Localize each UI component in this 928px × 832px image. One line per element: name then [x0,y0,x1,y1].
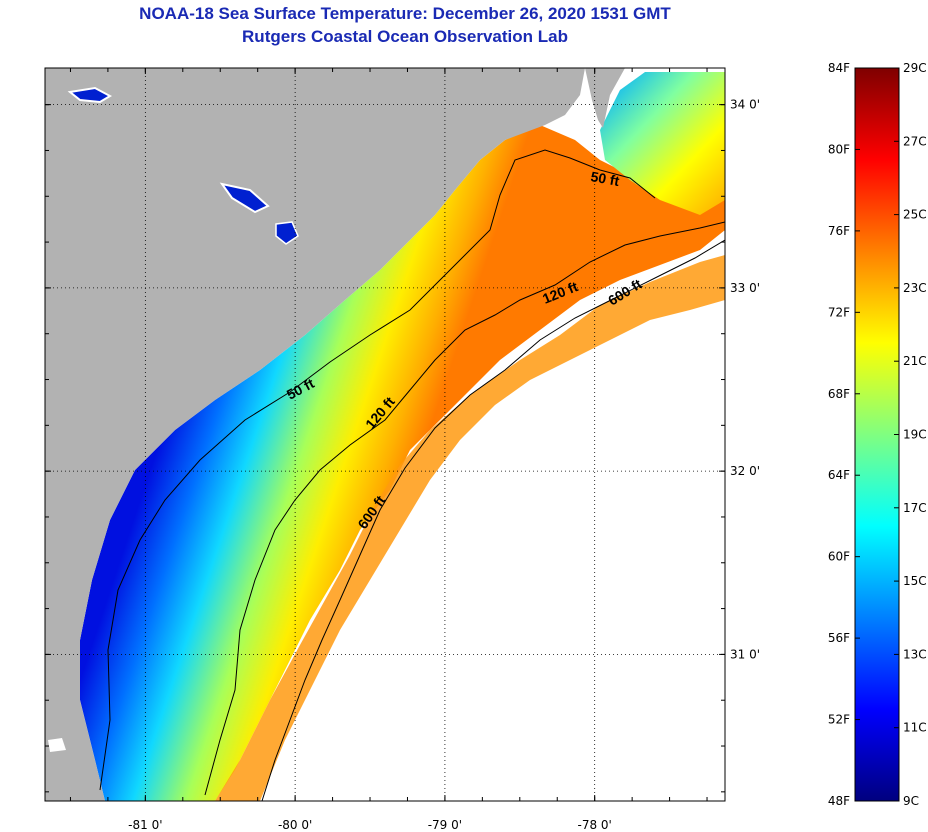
colorbar-fahrenheit-label: 84F [828,61,850,75]
inland-lakes [48,86,299,752]
colorbar-celsius-label: 21C [903,354,927,368]
map-area: 50 ft 50 ft 120 ft 120 ft 600 ft 600 ft [45,68,725,801]
colorbar-fahrenheit-label: 68F [828,387,850,401]
colorbar: 84F 80F 76F 72F 68F 64F 60F 56F 52F 48F 29C 27C 25C 2… [828,61,927,808]
colorbar-fahrenheit-label: 76F [828,224,850,238]
colorbar-fahrenheit-label: 56F [828,631,850,645]
lon-tick-label: -81 0' [128,818,162,832]
colorbar-fahrenheit-label: 80F [828,142,850,156]
colorbar-fahrenheit-label: 48F [828,794,850,808]
lon-tick-label: -78 0' [578,818,612,832]
colorbar-celsius-label: 29C [903,61,927,75]
land [45,68,585,801]
lat-tick-label: 34 0' [730,98,760,112]
lat-tick-label: 31 0' [730,647,760,661]
map-frame [44,67,726,802]
lat-tick-label: 33 0' [730,281,760,295]
isobath-contours [99,149,725,801]
lon-tick-label: -80 0' [278,818,312,832]
contour-50ft [99,149,656,791]
colorbar-fahrenheit-label: 60F [828,550,850,564]
colorbar-fahrenheit-label: 64F [828,468,850,482]
colorbar-celsius-label: 13C [903,647,927,661]
land-cape [585,68,625,128]
colorbar-celsius-label: 9C [903,794,919,808]
map-subtitle: Rutgers Coastal Ocean Observation Lab [242,27,568,46]
colorbar-celsius-label: 15C [903,574,927,588]
colorbar-celsius-label: 19C [903,428,927,442]
colorbar-fahrenheit-label: 72F [828,305,850,319]
lat-tick-label: 32 0' [730,464,760,478]
colorbar-labels: 84F 80F 76F 72F 68F 64F 60F 56F 52F 48F 29C 27C 25C 2… [828,61,927,808]
map-title: NOAA-18 Sea Surface Temperature: Decembe… [139,4,671,23]
colorbar-celsius-label: 27C [903,134,927,148]
contour-120ft [204,221,725,796]
lon-tick-label: -79 0' [428,818,462,832]
contour-label-50ft-north: 50 ft [589,168,620,189]
colorbar-celsius-label: 25C [903,208,927,222]
map-ticks: 34 0' 33 0' 32 0' 31 0' -81 0' -80 0' -79 0' -7… [45,68,760,832]
map-gridlines [45,68,725,801]
contour-600ft [261,239,725,801]
warm-shelf-edge [215,255,725,801]
colorbar-celsius-label: 11C [903,721,927,735]
colorbar-fahrenheit-label: 52F [828,713,850,727]
colorbar-gradient [854,67,900,802]
colorbar-celsius-label: 23C [903,281,927,295]
colorbar-celsius-label: 17C [903,501,927,515]
